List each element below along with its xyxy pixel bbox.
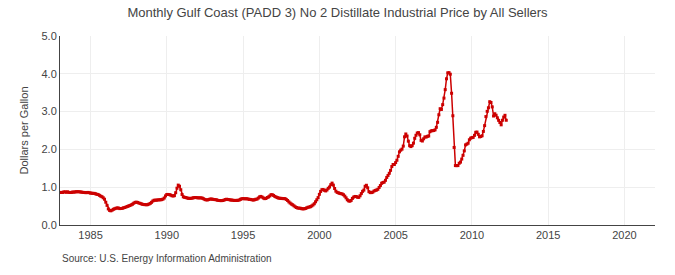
svg-text:2015: 2015 bbox=[536, 229, 560, 241]
svg-text:Source: U.S. Energy Informatio: Source: U.S. Energy Information Administ… bbox=[62, 253, 272, 264]
svg-text:Dollars per Gallon: Dollars per Gallon bbox=[18, 86, 30, 174]
svg-text:4.0: 4.0 bbox=[42, 68, 57, 80]
svg-text:Monthly Gulf Coast (PADD 3) No: Monthly Gulf Coast (PADD 3) No 2 Distill… bbox=[127, 5, 548, 20]
svg-text:2.0: 2.0 bbox=[42, 143, 57, 155]
svg-text:1.0: 1.0 bbox=[42, 181, 57, 193]
svg-text:1995: 1995 bbox=[231, 229, 255, 241]
svg-text:0.0: 0.0 bbox=[42, 219, 57, 231]
svg-text:2020: 2020 bbox=[612, 229, 636, 241]
svg-text:2010: 2010 bbox=[460, 229, 484, 241]
svg-text:2005: 2005 bbox=[383, 229, 407, 241]
svg-text:3.0: 3.0 bbox=[42, 105, 57, 117]
svg-text:1990: 1990 bbox=[155, 229, 179, 241]
svg-text:2000: 2000 bbox=[307, 229, 331, 241]
svg-text:1985: 1985 bbox=[78, 229, 102, 241]
svg-text:5.0: 5.0 bbox=[42, 30, 57, 42]
